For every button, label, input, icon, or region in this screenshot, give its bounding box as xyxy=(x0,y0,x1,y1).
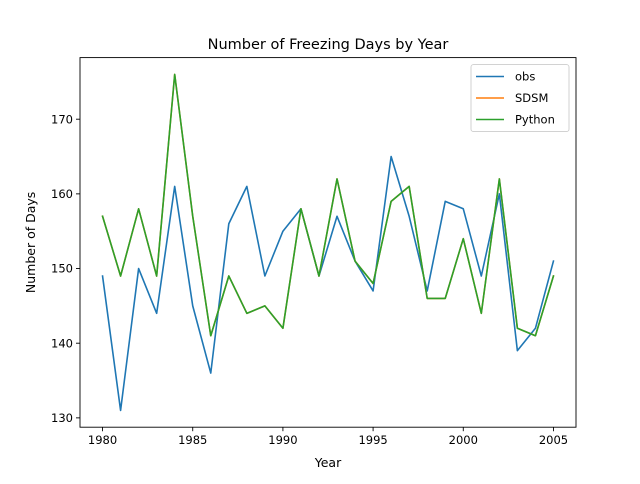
y-tick-label: 140 xyxy=(51,336,73,350)
chart-title: Number of Freezing Days by Year xyxy=(208,37,449,53)
series-line-python xyxy=(101,73,555,337)
y-tick-label: 150 xyxy=(51,262,73,276)
legend-label-sdsm: SDSM xyxy=(515,91,548,105)
legend-label-python: Python xyxy=(515,113,555,127)
x-tick-label: 1985 xyxy=(178,433,207,447)
y-tick-label: 170 xyxy=(51,112,73,126)
y-axis-label: Number of Days xyxy=(23,192,38,293)
legend-label-obs: obs xyxy=(515,70,535,84)
axes-frame xyxy=(79,57,577,428)
legend-items: obs SDSM Python xyxy=(476,70,555,127)
x-tick-label: 1980 xyxy=(88,433,117,447)
x-tick-label: 1990 xyxy=(268,433,297,447)
y-tick-label: 130 xyxy=(51,411,73,425)
y-tick-label: 160 xyxy=(51,187,73,201)
legend: obs SDSM Python xyxy=(470,64,570,133)
x-axis-ticks: 1980 1985 1990 1995 2000 2005 xyxy=(88,427,568,447)
x-tick-label: 1995 xyxy=(358,433,387,447)
x-tick-label: 2005 xyxy=(539,433,568,447)
y-axis-ticks: 130 140 150 160 170 xyxy=(51,112,80,425)
series-layer xyxy=(101,73,555,412)
x-tick-label: 2000 xyxy=(449,433,478,447)
series-line-obs xyxy=(101,155,555,412)
legend-frame xyxy=(470,64,570,133)
x-axis-label: Year xyxy=(314,455,342,470)
